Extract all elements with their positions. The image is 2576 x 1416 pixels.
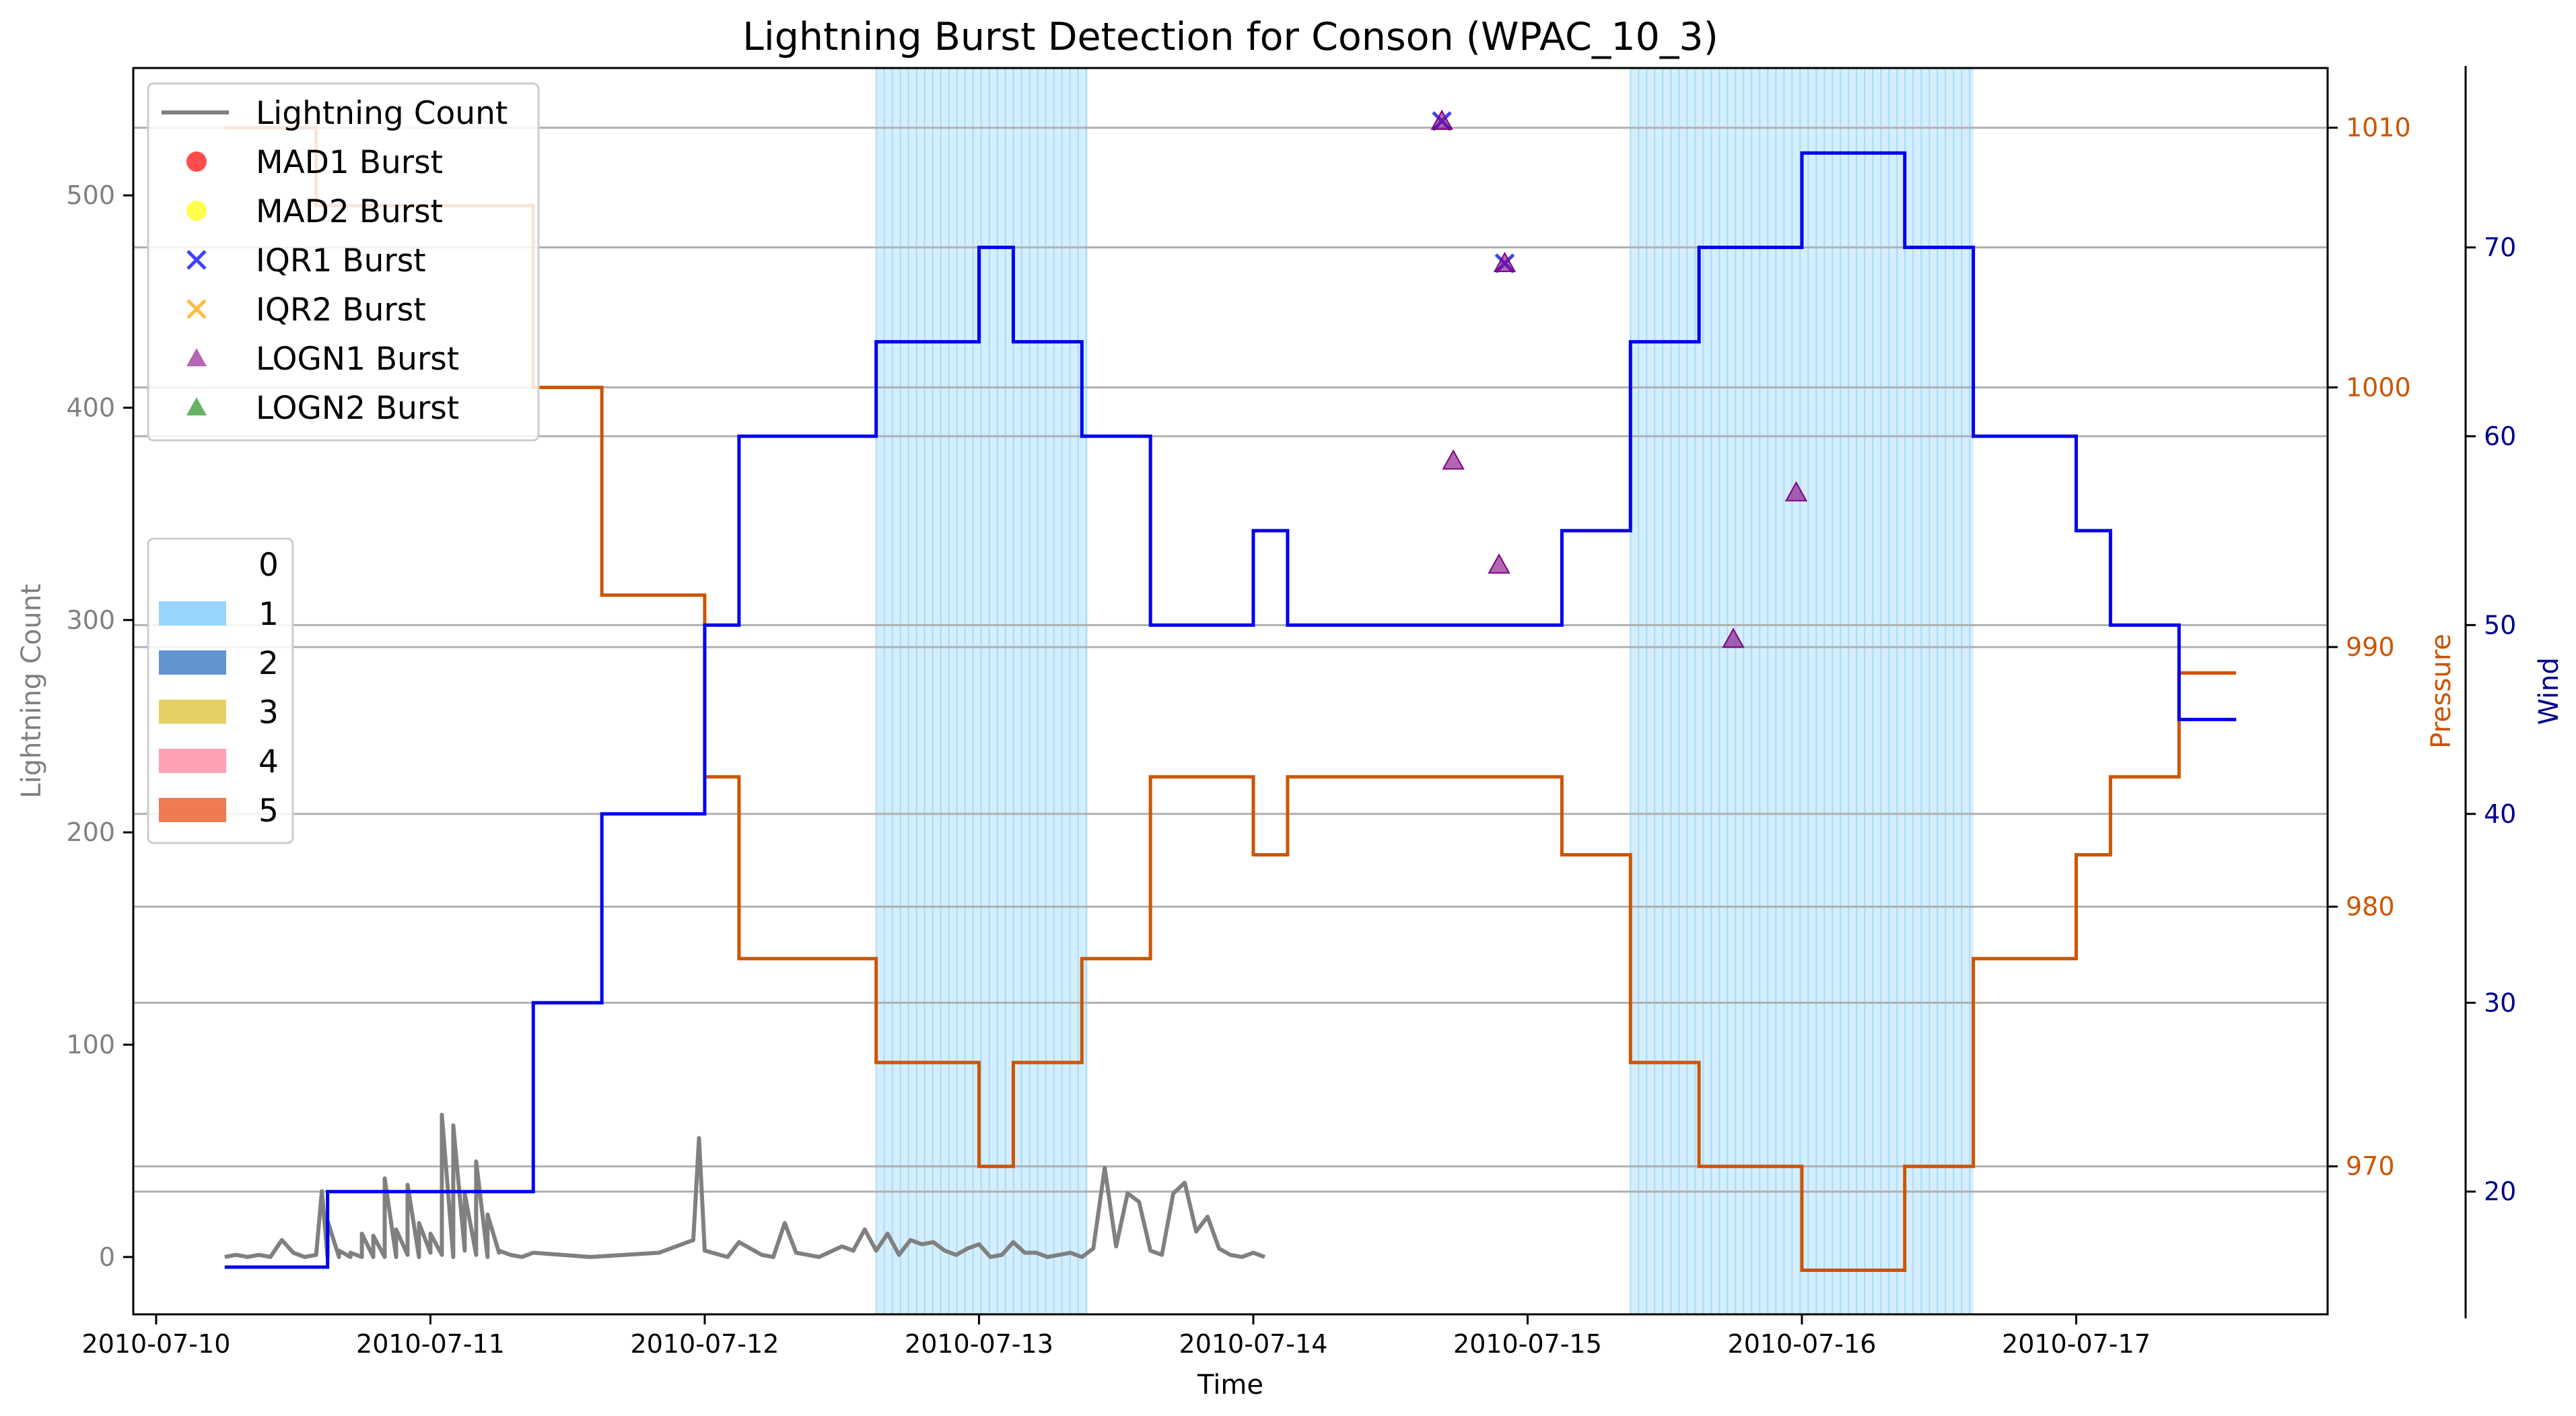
legend-label: 1 [258,596,279,633]
x-tick-label: 2010-07-10 [82,1329,231,1359]
x-tick-label: 2010-07-11 [356,1329,505,1359]
pressure-tick-label: 980 [2346,892,2395,922]
legend-band-swatch [159,552,226,576]
legend-label: LOGN1 Burst [256,341,459,378]
legend-x-swatch [186,250,207,270]
logn1-burst-marker [1493,252,1517,273]
legend-label: LOGN2 Burst [256,390,459,427]
legend-label: MAD2 Burst [256,193,443,230]
legend-circle-swatch [186,201,207,221]
legend-label: 5 [258,793,279,830]
legend-band-swatch [159,650,226,675]
left-y-tick-label: 100 [66,1030,115,1060]
wind-axis-title: Wind [2534,657,2565,725]
logn1-burst-marker [1722,628,1745,648]
series-legend-box [147,82,540,442]
chart-title: Lightning Burst Detection for Conson (WP… [742,15,1718,59]
legend-triangle-swatch [186,348,207,366]
legend-label: 3 [258,694,279,731]
wind-tick-label: 70 [2484,232,2516,262]
x-tick-label: 2010-07-17 [2002,1329,2151,1359]
legend-band-swatch [159,700,226,724]
legend-label: 4 [258,743,279,780]
logn1-burst-marker [1784,481,1808,502]
x-tick-label: 2010-07-15 [1453,1329,1602,1359]
logn1-burst-marker [1488,553,1510,574]
left-y-tick-label: 300 [66,605,115,635]
pressure-tick-label: 970 [2346,1151,2395,1181]
wind-tick-label: 30 [2484,988,2516,1017]
wind-tick-label: 50 [2484,610,2516,640]
legend-x-swatch [186,299,207,319]
wind-tick-label: 40 [2484,799,2516,829]
left-y-tick-label: 400 [66,393,115,423]
legend-label: 2 [258,645,279,682]
x-tick-label: 2010-07-12 [631,1329,779,1359]
legend-band-swatch [159,798,226,822]
logn1-burst-marker [1430,109,1453,130]
left-y-tick-label: 200 [66,817,115,847]
left-y-axis-title: Lightning Count [16,584,47,799]
wind-tick-label: 60 [2484,422,2516,451]
legend-label: IQR2 Burst [256,292,426,329]
x-tick-label: 2010-07-13 [905,1329,1053,1359]
pressure-tick-label: 1000 [2346,372,2411,402]
legend-label: MAD1 Burst [256,144,443,181]
category-1-band [876,68,1088,1314]
legend-triangle-swatch [186,397,207,415]
pressure-tick-label: 990 [2346,632,2395,662]
legend-circle-swatch [186,151,207,172]
plot-frame [132,67,2329,1316]
legend-label: 0 [258,547,279,584]
x-tick-label: 2010-07-16 [1728,1329,1877,1359]
wind-line [224,151,2237,1269]
pressure-axis-title: Pressure [2426,634,2457,749]
logn1-burst-marker [1442,449,1465,470]
left-y-tick-label: 0 [99,1242,115,1272]
pressure-tick-label: 1010 [2346,113,2411,143]
legend-band-swatch [159,749,226,773]
lightning-count-line [224,1112,1265,1259]
left-y-tick-label: 500 [66,180,115,210]
legend-band-swatch [159,601,226,626]
x-tick-label: 2010-07-14 [1179,1329,1328,1359]
x-axis-title: Time [1197,1370,1263,1401]
wind-tick-label: 20 [2484,1177,2516,1207]
legend-label: IQR1 Burst [256,242,426,279]
legend-label: Lightning Count [256,95,508,132]
